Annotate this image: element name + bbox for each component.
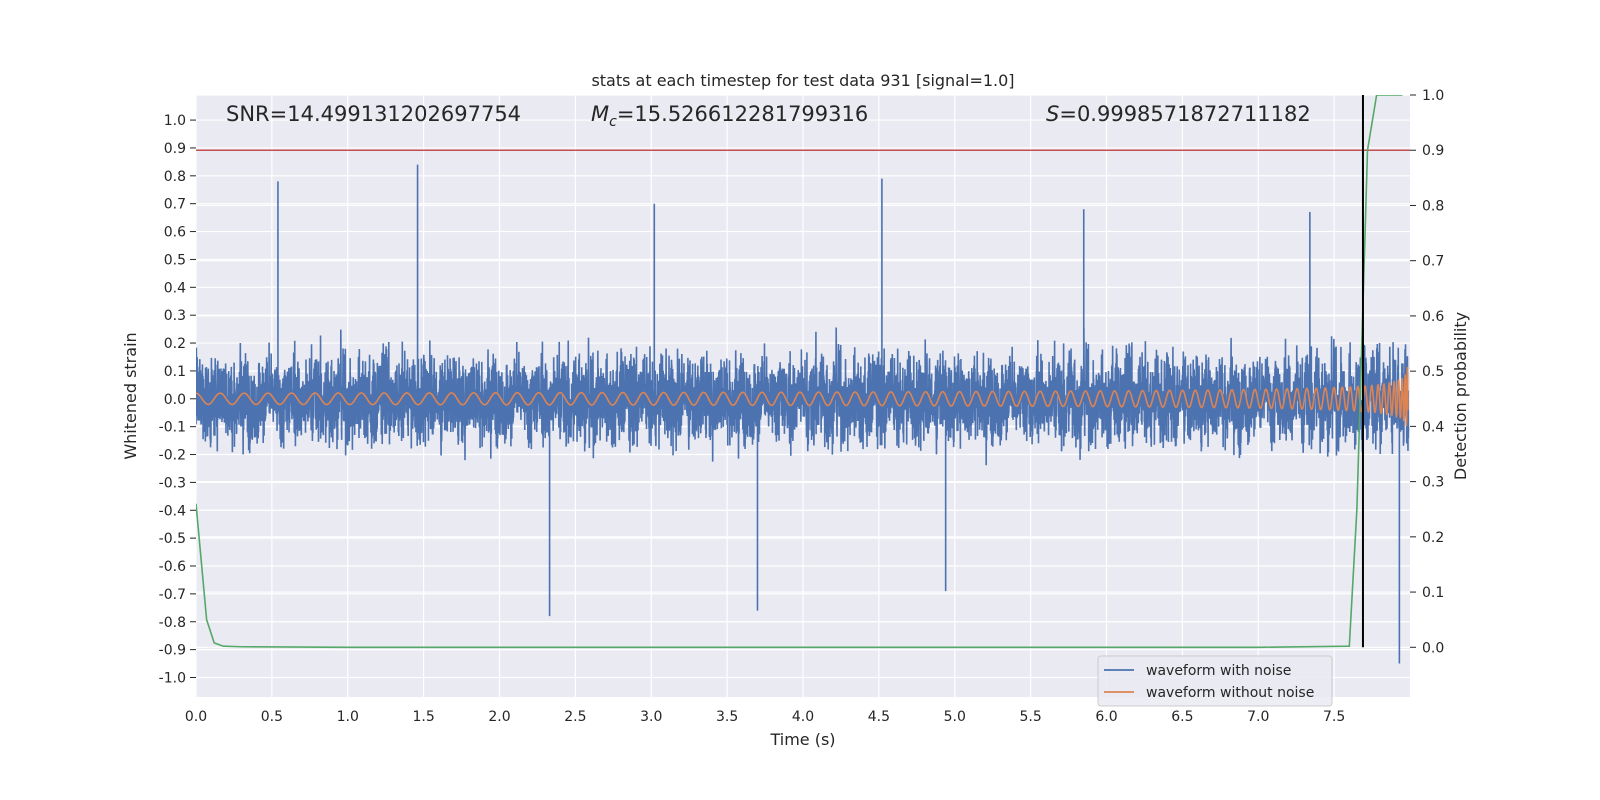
x-tick-label: 1.0 xyxy=(337,709,359,725)
x-tick-label: 0.0 xyxy=(185,709,207,725)
series-waveform-with-noise xyxy=(196,164,1410,664)
y-left-tick-label: 0.0 xyxy=(164,392,186,408)
y-right-tick-label: 0.6 xyxy=(1422,309,1444,325)
y-axis-left-label: Whitened strain xyxy=(121,332,140,459)
y-left-tick-label: -1.0 xyxy=(159,670,186,686)
x-tick-label: 1.5 xyxy=(412,709,434,725)
y-right-tick-label: 0.1 xyxy=(1422,585,1444,601)
series-layer xyxy=(196,95,1410,664)
legend: waveform with noise waveform without noi… xyxy=(1097,655,1333,707)
y-left-tick-label: 0.8 xyxy=(164,169,186,185)
y-left-tick-label: -0.9 xyxy=(159,643,186,659)
y-left-tick-label: 0.5 xyxy=(164,252,186,268)
y-left-tick-label: -0.1 xyxy=(159,420,186,436)
y-left-tick-label: -0.2 xyxy=(159,448,186,464)
series-detection-probability xyxy=(196,95,1403,649)
x-tick-label: 6.0 xyxy=(1095,709,1117,725)
x-tick-label: 4.5 xyxy=(868,709,890,725)
y-left-tick-label: 0.7 xyxy=(164,197,186,213)
y-left-tick-label: 0.1 xyxy=(164,364,186,380)
x-tick-label: 3.0 xyxy=(640,709,662,725)
y-left-tick-label: 0.3 xyxy=(164,308,186,324)
y-left-tick-label: -0.5 xyxy=(159,531,186,547)
legend-label-without-noise: waveform without noise xyxy=(1146,685,1314,701)
annotation-chirp-mass: Mc=15.526612281799316 xyxy=(591,102,868,130)
y-left-tick-label: -0.8 xyxy=(159,615,186,631)
y-right-tick-label: 0.0 xyxy=(1422,640,1444,656)
x-tick-label: 6.5 xyxy=(1171,709,1193,725)
y-left-tick-label: 0.2 xyxy=(164,336,186,352)
y-left-tick-label: -0.3 xyxy=(159,475,186,491)
y-axis-right-label: Detection probability xyxy=(1451,312,1470,480)
y-right-tick-label: 0.3 xyxy=(1422,475,1444,491)
y-right-tick-label: 0.7 xyxy=(1422,254,1444,270)
x-tick-label: 0.5 xyxy=(261,709,283,725)
y-right-tick-label: 0.2 xyxy=(1422,530,1444,546)
annotation-s: S=0.9998571872711182 xyxy=(1046,102,1311,126)
x-tick-label: 5.0 xyxy=(944,709,966,725)
legend-box xyxy=(1097,655,1333,707)
y-right-tick-label: 0.8 xyxy=(1422,198,1444,214)
annotation-mc-symbol: M xyxy=(591,102,609,126)
y-axis-right-ticks: 1.0 0.9 0.8 0.7 0.6 0.5 0.4 0.3 0.2 0.1 0.0 xyxy=(1410,88,1444,656)
annotation-s-symbol: S xyxy=(1046,102,1059,126)
y-left-tick-label: 0.6 xyxy=(164,225,186,241)
chart-title: stats at each timestep for test data 931… xyxy=(591,71,1014,90)
y-left-tick-label: 0.9 xyxy=(164,141,186,157)
x-tick-label: 2.0 xyxy=(488,709,510,725)
y-right-tick-label: 0.5 xyxy=(1422,364,1444,380)
y-left-tick-label: 1.0 xyxy=(164,113,186,129)
x-axis-ticks: 0.0 0.5 1.0 1.5 2.0 2.5 3.0 3.5 4.0 4.5 5.0 5.5 6.0 6… xyxy=(185,709,1345,725)
y-right-tick-label: 0.4 xyxy=(1422,419,1444,435)
annotation-mc-subscript: c xyxy=(609,114,617,130)
y-right-tick-label: 0.9 xyxy=(1422,143,1444,159)
y-right-tick-label: 1.0 xyxy=(1422,88,1444,104)
annotation-snr: SNR=14.499131202697754 xyxy=(226,102,521,126)
annotation-mc-value: =15.526612281799316 xyxy=(617,102,868,126)
x-tick-label: 7.0 xyxy=(1247,709,1269,725)
y-left-tick-label: 0.4 xyxy=(164,280,186,296)
x-tick-label: 7.5 xyxy=(1323,709,1345,725)
y-left-tick-label: -0.7 xyxy=(159,587,186,603)
series-waveform-without-noise xyxy=(196,366,1409,427)
annotation-s-value: =0.9998571872711182 xyxy=(1059,102,1310,126)
x-tick-label: 2.5 xyxy=(564,709,586,725)
x-tick-label: 4.0 xyxy=(792,709,814,725)
x-tick-label: 3.5 xyxy=(716,709,738,725)
legend-label-with-noise: waveform with noise xyxy=(1146,663,1291,679)
y-axis-left-ticks: 1.0 0.9 0.8 0.7 0.6 0.5 0.4 0.3 0.2 0.1 0.0 -0.1 -0.… xyxy=(159,113,196,686)
x-tick-label: 5.5 xyxy=(1019,709,1041,725)
y-left-tick-label: -0.6 xyxy=(159,559,186,575)
x-axis-label: Time (s) xyxy=(769,730,835,749)
y-left-tick-label: -0.4 xyxy=(159,503,186,519)
